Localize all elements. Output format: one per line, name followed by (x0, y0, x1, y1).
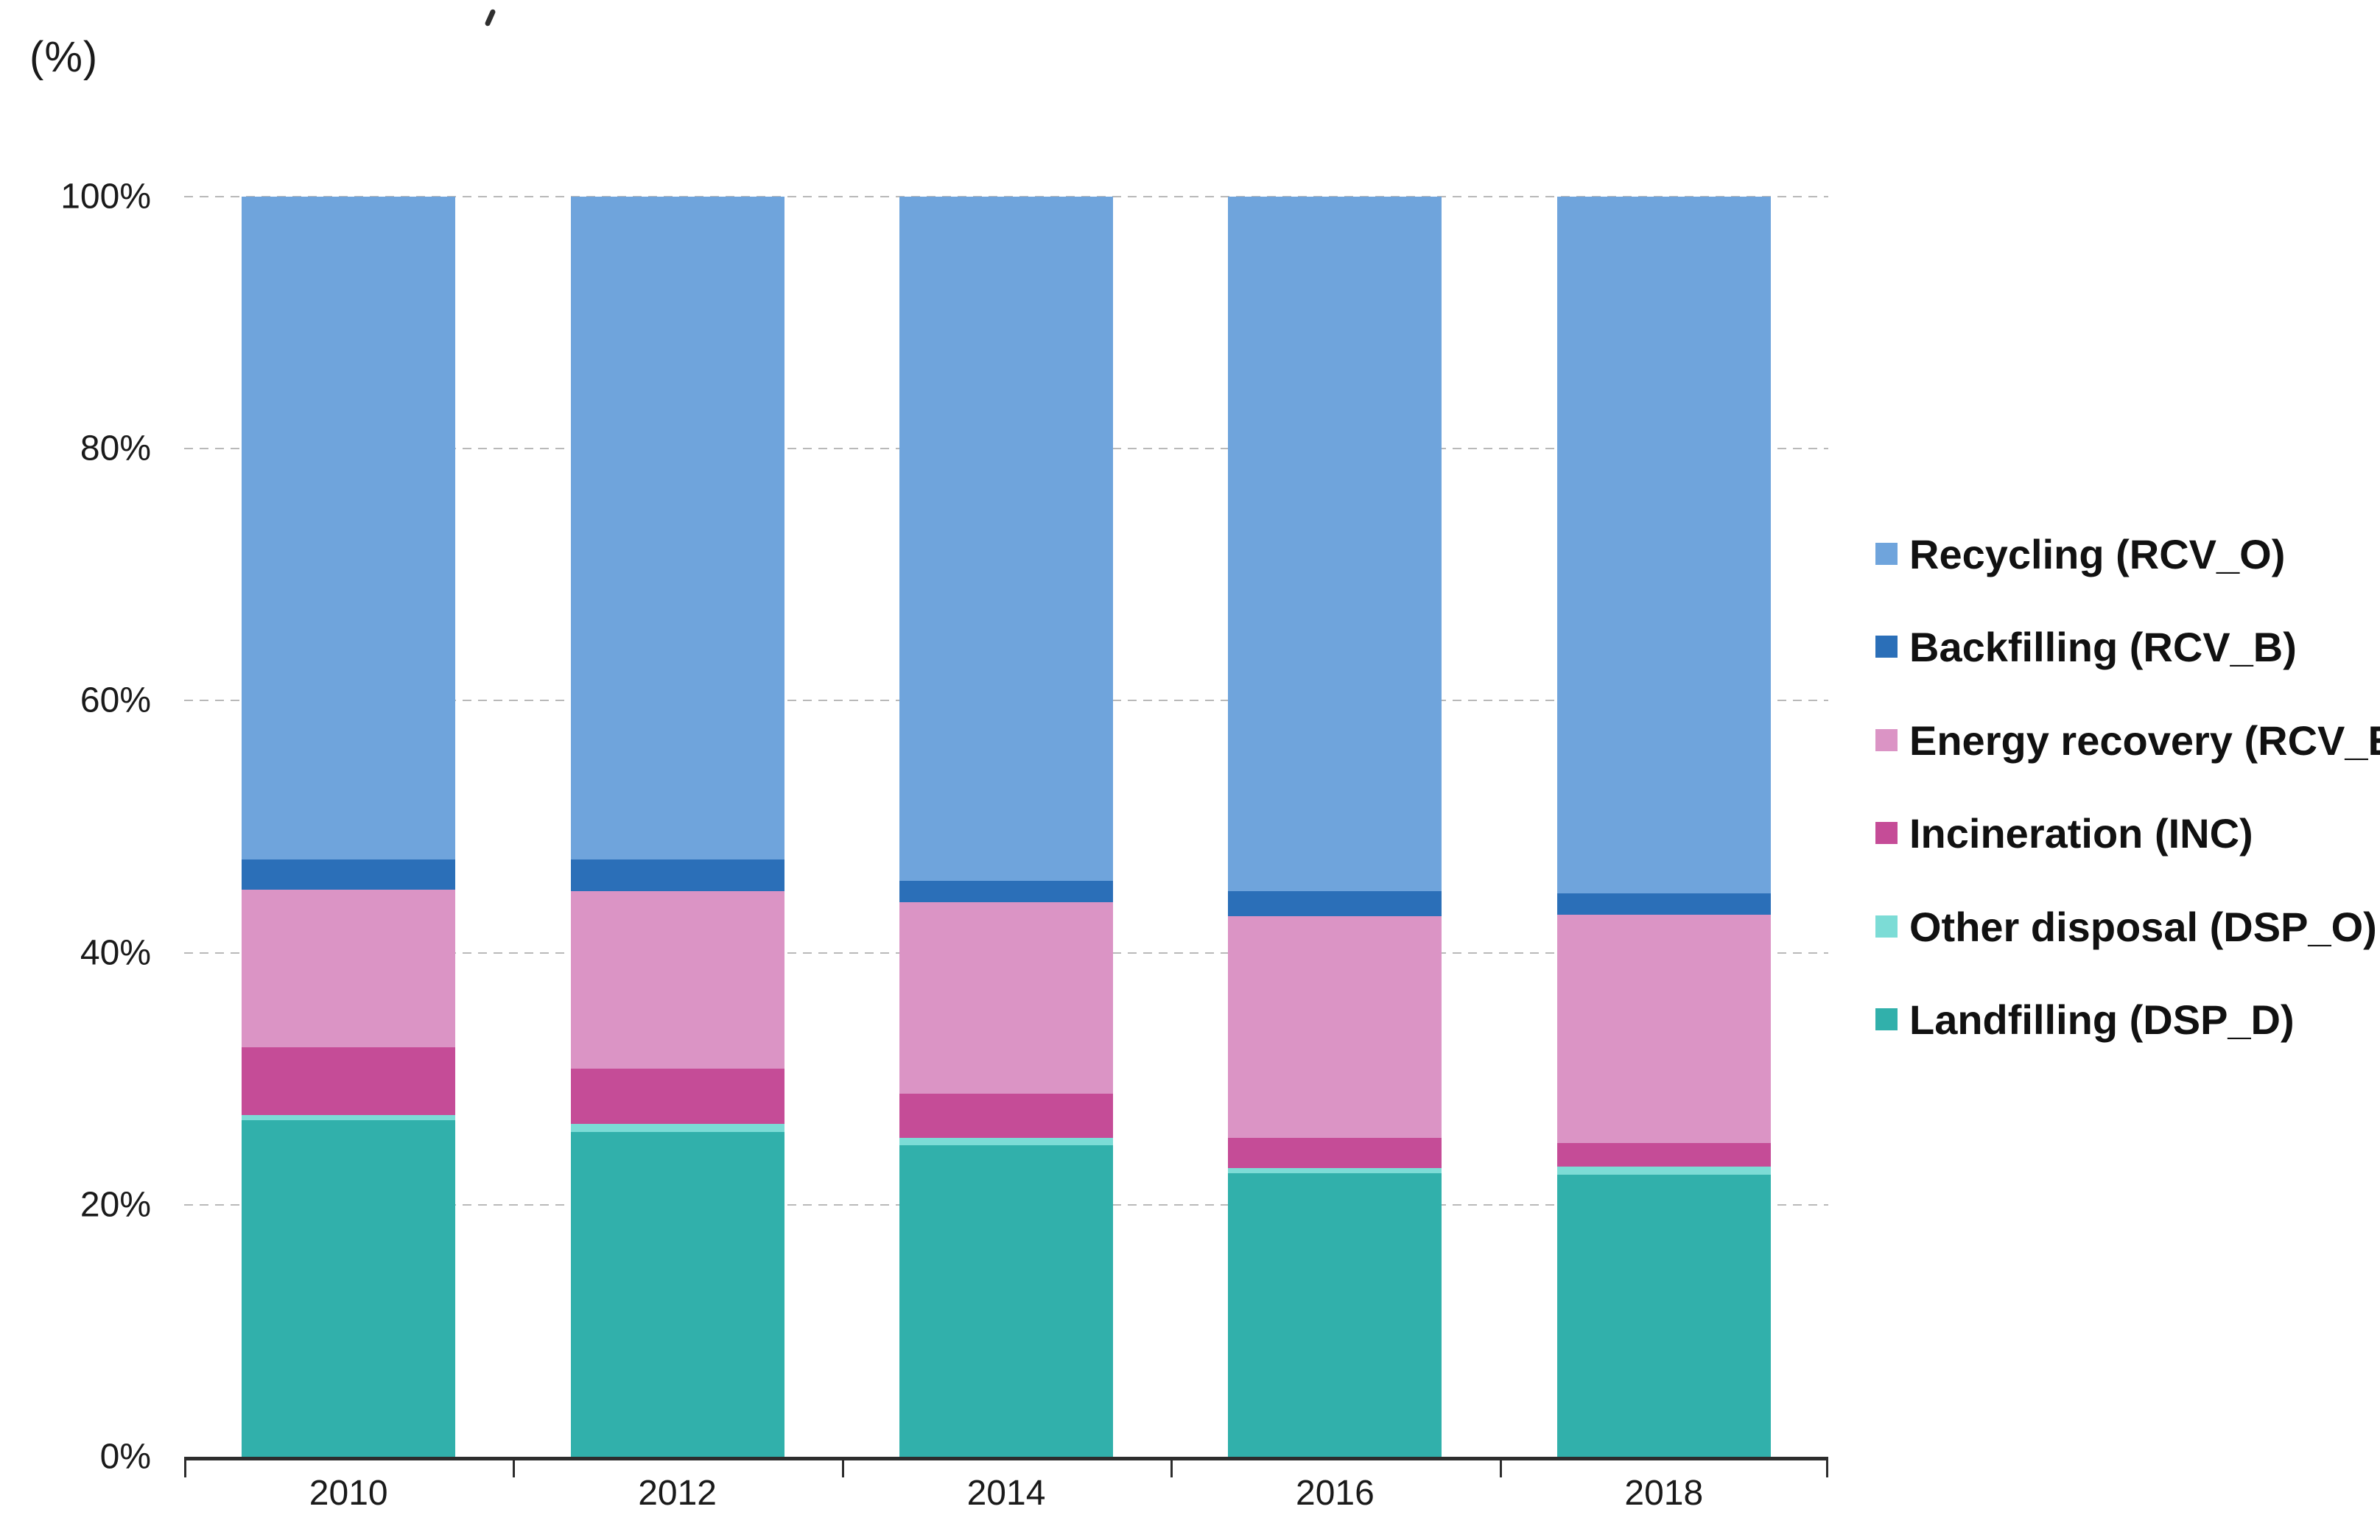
y-tick-label-100: 100% (60, 177, 151, 217)
legend-label-landfilling-dsp-d: Landfilling (DSP_D) (1909, 996, 2295, 1043)
bar-segment-recycling-rcv-o-2018 (1556, 197, 1771, 894)
stray-accent-mark (484, 8, 496, 27)
bar-segment-energy-recovery-rcv-e-2014 (899, 902, 1113, 1094)
legend-swatch-landfilling-dsp-d (1875, 1008, 1898, 1030)
bar-2016 (1228, 197, 1442, 1457)
x-axis-tick-0 (184, 1459, 186, 1477)
y-tick-label-40: 40% (80, 933, 151, 973)
x-axis-line (184, 1457, 1828, 1460)
legend-swatch-incineration-inc (1875, 822, 1898, 844)
y-tick-label-20: 20% (80, 1185, 151, 1225)
bar-segment-incineration-inc-2010 (242, 1047, 456, 1116)
plot-area (184, 196, 1828, 1457)
x-axis-tick-1 (513, 1459, 516, 1477)
legend-item-energy-recovery-rcv-e: Energy recovery (RCV_E) (1875, 717, 2380, 764)
bar-segment-backfilling-rcv-b-2010 (242, 859, 456, 890)
bar-2010 (242, 197, 456, 1457)
x-axis-tick-3 (1170, 1459, 1173, 1477)
legend-item-incineration-inc: Incineration (INC) (1875, 809, 2253, 857)
legend-item-other-disposal-dsp-o: Other disposal (DSP_O) (1875, 903, 2377, 950)
bar-segment-other-disposal-dsp-o-2018 (1556, 1167, 1771, 1175)
bar-segment-landfilling-dsp-d-2010 (242, 1120, 456, 1457)
bar-segment-other-disposal-dsp-o-2010 (242, 1115, 456, 1121)
bar-segment-backfilling-rcv-b-2012 (570, 859, 784, 891)
bar-segment-other-disposal-dsp-o-2014 (899, 1138, 1113, 1146)
bar-segment-incineration-inc-2018 (1556, 1142, 1771, 1167)
bar-segment-other-disposal-dsp-o-2012 (570, 1124, 784, 1132)
bar-segment-backfilling-rcv-b-2014 (899, 881, 1113, 903)
bar-2014 (899, 197, 1113, 1457)
bar-segment-energy-recovery-rcv-e-2012 (570, 890, 784, 1069)
legend-item-landfilling-dsp-d: Landfilling (DSP_D) (1875, 996, 2295, 1043)
x-tick-label-2010: 2010 (309, 1474, 388, 1513)
bar-segment-backfilling-rcv-b-2018 (1556, 893, 1771, 915)
legend-swatch-energy-recovery-rcv-e (1875, 729, 1898, 751)
y-tick-label-60: 60% (80, 681, 151, 720)
bar-segment-landfilling-dsp-d-2014 (899, 1145, 1113, 1457)
x-axis-tick-5 (1826, 1459, 1828, 1477)
bar-segment-recycling-rcv-o-2016 (1228, 197, 1442, 891)
bar-2012 (570, 197, 784, 1457)
bar-segment-recycling-rcv-o-2012 (570, 197, 784, 859)
y-axis-unit-label: (%) (29, 33, 99, 81)
legend-label-incineration-inc: Incineration (INC) (1909, 809, 2253, 857)
legend-label-energy-recovery-rcv-e: Energy recovery (RCV_E) (1909, 717, 2380, 764)
bar-segment-incineration-inc-2012 (570, 1069, 784, 1125)
bar-segment-recycling-rcv-o-2010 (242, 197, 456, 859)
x-axis-tick-4 (1499, 1459, 1502, 1477)
bar-segment-recycling-rcv-o-2014 (899, 197, 1113, 882)
bar-segment-other-disposal-dsp-o-2016 (1228, 1168, 1442, 1173)
x-tick-label-2014: 2014 (966, 1474, 1046, 1513)
legend-item-recycling-rcv-o: Recycling (RCV_O) (1875, 530, 2286, 577)
legend-label-recycling-rcv-o: Recycling (RCV_O) (1909, 530, 2286, 577)
y-tick-label-0: 0% (99, 1437, 151, 1477)
bar-segment-incineration-inc-2014 (899, 1094, 1113, 1139)
bar-segment-landfilling-dsp-d-2018 (1556, 1174, 1771, 1457)
legend-label-other-disposal-dsp-o: Other disposal (DSP_O) (1909, 903, 2377, 950)
legend-item-backfilling-rcv-b: Backfilling (RCV_B) (1875, 623, 2297, 670)
legend-swatch-other-disposal-dsp-o (1875, 915, 1898, 938)
bar-2018 (1556, 197, 1771, 1457)
bar-segment-landfilling-dsp-d-2012 (570, 1131, 784, 1457)
legend-label-backfilling-rcv-b: Backfilling (RCV_B) (1909, 623, 2297, 670)
bar-segment-energy-recovery-rcv-e-2016 (1228, 915, 1442, 1139)
x-axis-tick-2 (841, 1459, 844, 1477)
bar-segment-incineration-inc-2016 (1228, 1138, 1442, 1169)
x-tick-label-2016: 2016 (1296, 1474, 1375, 1513)
bar-segment-energy-recovery-rcv-e-2010 (242, 890, 456, 1047)
legend-swatch-backfilling-rcv-b (1875, 636, 1898, 658)
y-tick-label-80: 80% (80, 429, 151, 468)
bar-segment-energy-recovery-rcv-e-2018 (1556, 915, 1771, 1143)
bar-segment-backfilling-rcv-b-2016 (1228, 890, 1442, 916)
x-tick-label-2012: 2012 (638, 1474, 717, 1513)
bar-segment-landfilling-dsp-d-2016 (1228, 1173, 1442, 1457)
legend-swatch-recycling-rcv-o (1875, 543, 1898, 565)
x-tick-label-2018: 2018 (1624, 1474, 1704, 1513)
